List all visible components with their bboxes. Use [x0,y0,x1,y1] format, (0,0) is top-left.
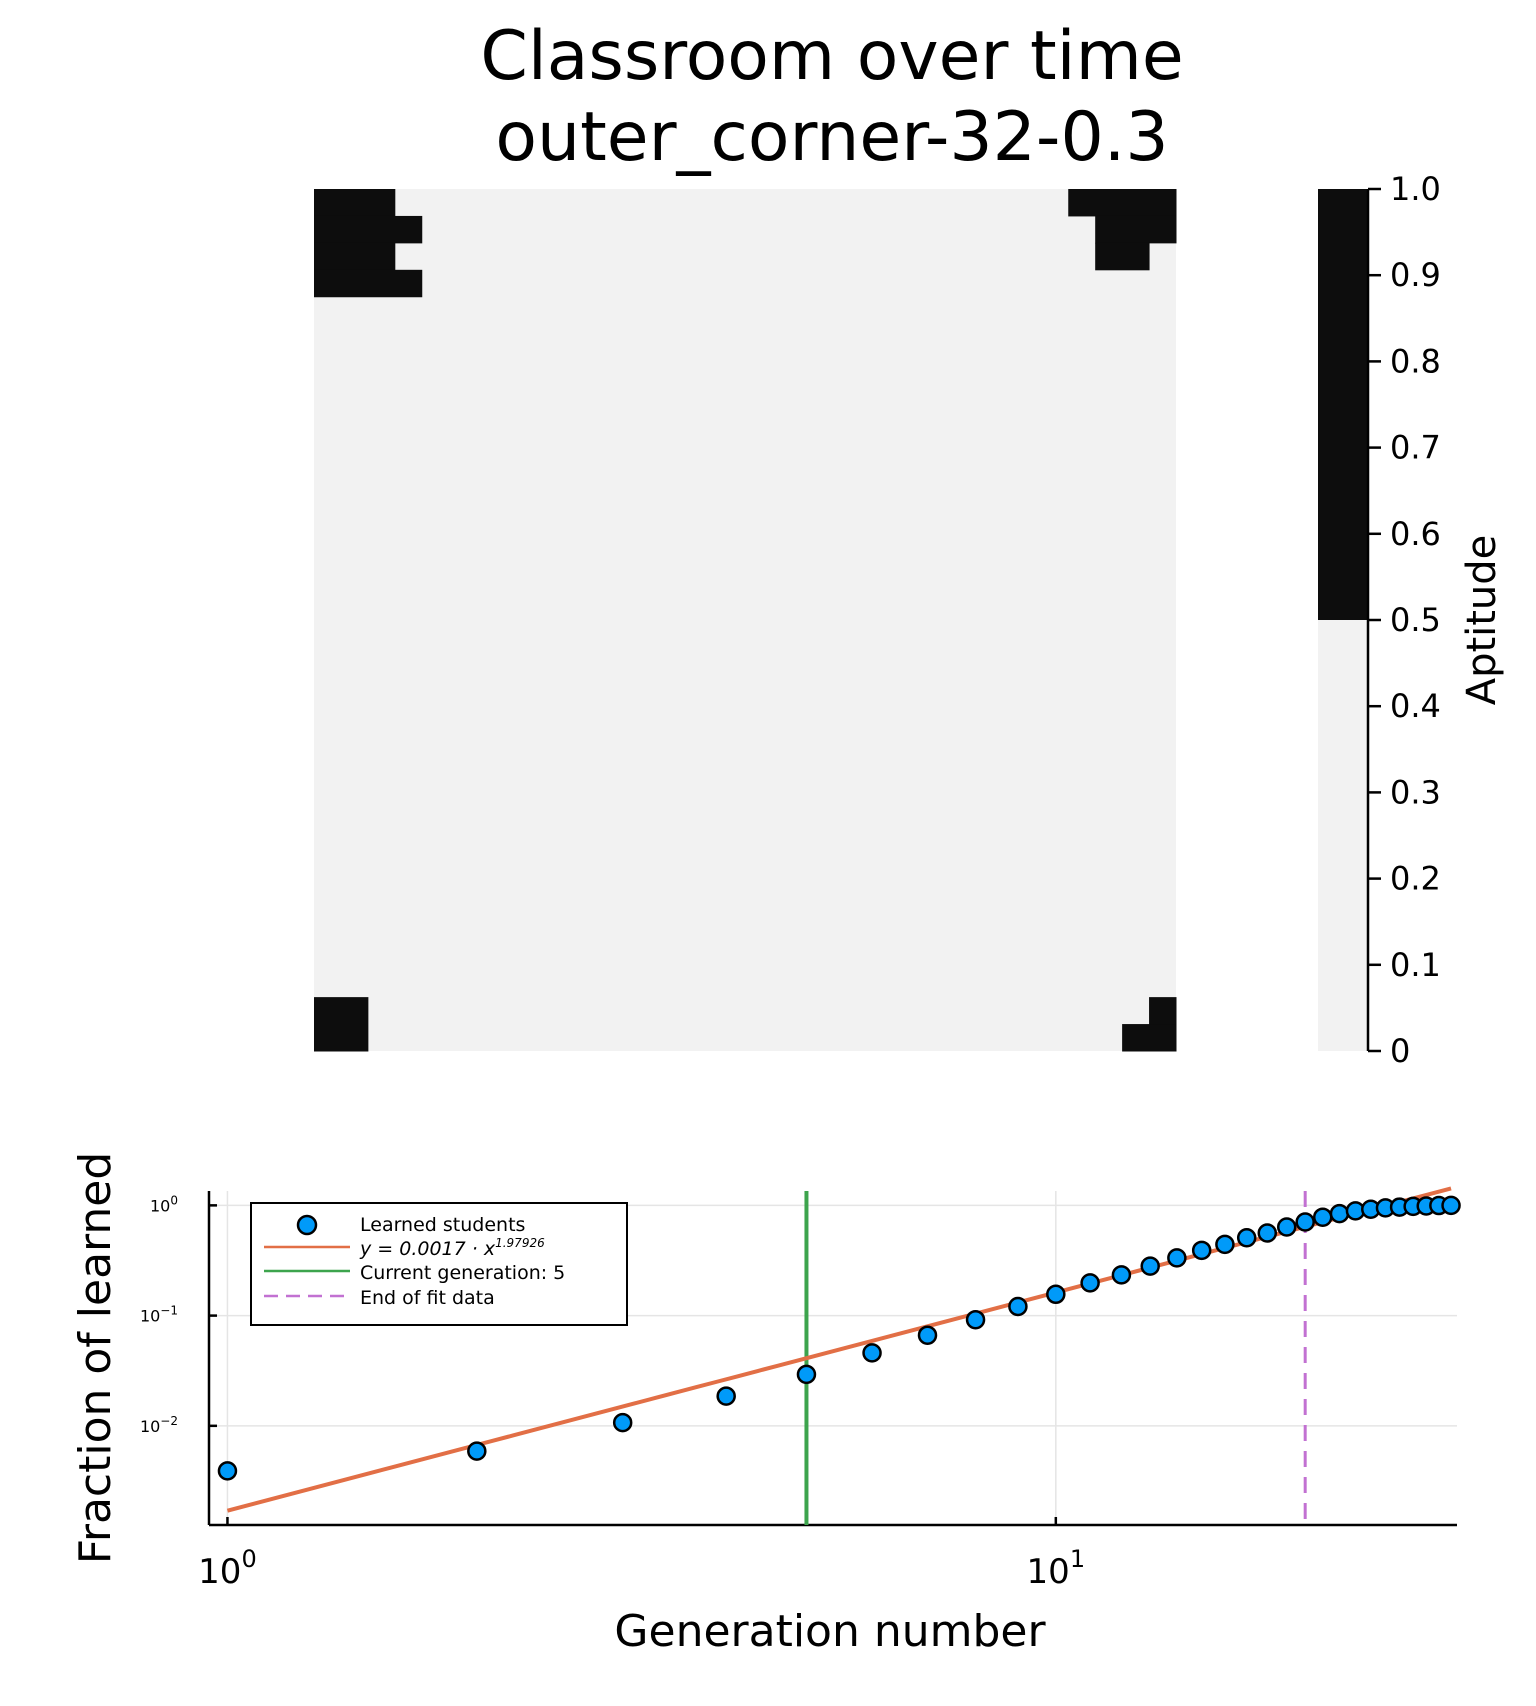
data-point [1441,1195,1461,1216]
heatmap-cells [314,189,1177,1052]
data-point [917,1325,938,1345]
data-point [1312,1207,1333,1227]
heatmap-cell-block [1149,997,1177,1025]
colorbar-tick-label: 0.5 [1390,601,1441,639]
x-ticks: 100 101 [198,1517,1085,1592]
data-point [862,1343,882,1363]
chart-title-line1: Classroom over time [480,17,1183,96]
y-axis-label: Fraction of learned [70,1152,121,1564]
y-tick-label: 10−2 [140,1414,178,1436]
data-point [1295,1212,1315,1232]
heatmap-background [314,189,1176,1051]
y-tick-label: 10−1 [140,1304,178,1326]
y-tick-label: 100 [150,1193,178,1215]
legend-label: Current generation: 5 [360,1262,565,1284]
colorbar-tick-label: 0.6 [1390,515,1441,553]
data-point [1257,1223,1278,1243]
colorbar-tick-label: 0.2 [1390,860,1441,898]
heatmap-cell-block [1122,1024,1177,1052]
legend-label: Learned students [360,1214,525,1236]
data-point [1329,1203,1350,1224]
data-point [796,1364,817,1385]
heatmap-cell-block [314,189,396,217]
colorbar-tick-label: 0.4 [1390,687,1441,725]
colorbar-tick-label: 0.3 [1390,773,1441,811]
data-point [467,1441,487,1461]
heatmap-cell-block [314,242,396,271]
heatmap-cell-block [314,997,369,1052]
x-tick-label: 101 [1027,1545,1086,1592]
legend-marker [296,1214,318,1236]
heatmap [314,189,1177,1052]
data-point [612,1412,633,1433]
y-ticks: 100 10−1 10−2 [140,1193,217,1436]
data-point [1276,1217,1297,1237]
data-point [1236,1228,1257,1248]
data-point [1140,1256,1160,1276]
heatmap-cell-block [1095,215,1177,244]
data-point [1167,1248,1187,1268]
data-point [1008,1296,1028,1317]
data-point [1111,1265,1132,1285]
x-tick-label: 100 [198,1545,257,1592]
data-point [965,1309,986,1330]
heatmap-cell-block [1095,242,1150,271]
data-point [1080,1273,1100,1293]
data-point [1191,1240,1212,1261]
scatter-points [217,1195,1461,1481]
heatmap-cell-block [314,215,423,244]
chart-title-line2: outer_corner-32-0.3 [495,98,1168,177]
legend-label: y = 0.0017 · x1.97926 [359,1236,545,1260]
heatmap-cell-block [1068,189,1177,217]
colorbar: 0 0.1 0.2 0.3 0.4 0.5 0.6 0.7 0.8 0.9 1.0 Aptitude [1318,170,1505,1070]
colorbar-tick-label: 0.8 [1390,342,1441,380]
legend-label: End of fit data [360,1287,495,1309]
data-point [716,1386,736,1406]
colorbar-tick-label: 0.7 [1390,429,1441,467]
heatmap-cell-block [314,269,423,298]
scatter-plot: 100 101 100 10−1 10−2 Generation number Fra… [70,1152,1461,1657]
colorbar-ticks: 0 0.1 0.2 0.3 0.4 0.5 0.6 0.7 0.8 0.9 1.0 [1368,170,1441,1070]
colorbar-tick-label: 0 [1390,1032,1410,1070]
x-axis-label: Generation number [614,1606,1046,1657]
colorbar-high-band [1318,189,1368,620]
colorbar-tick-label: 1.0 [1390,170,1441,208]
data-point [217,1461,238,1481]
colorbar-tick-label: 0.9 [1390,256,1441,294]
data-point [1046,1284,1066,1305]
data-point [1215,1234,1235,1255]
colorbar-tick-label: 0.1 [1390,946,1441,984]
colorbar-label: Aptitude [1459,535,1505,706]
